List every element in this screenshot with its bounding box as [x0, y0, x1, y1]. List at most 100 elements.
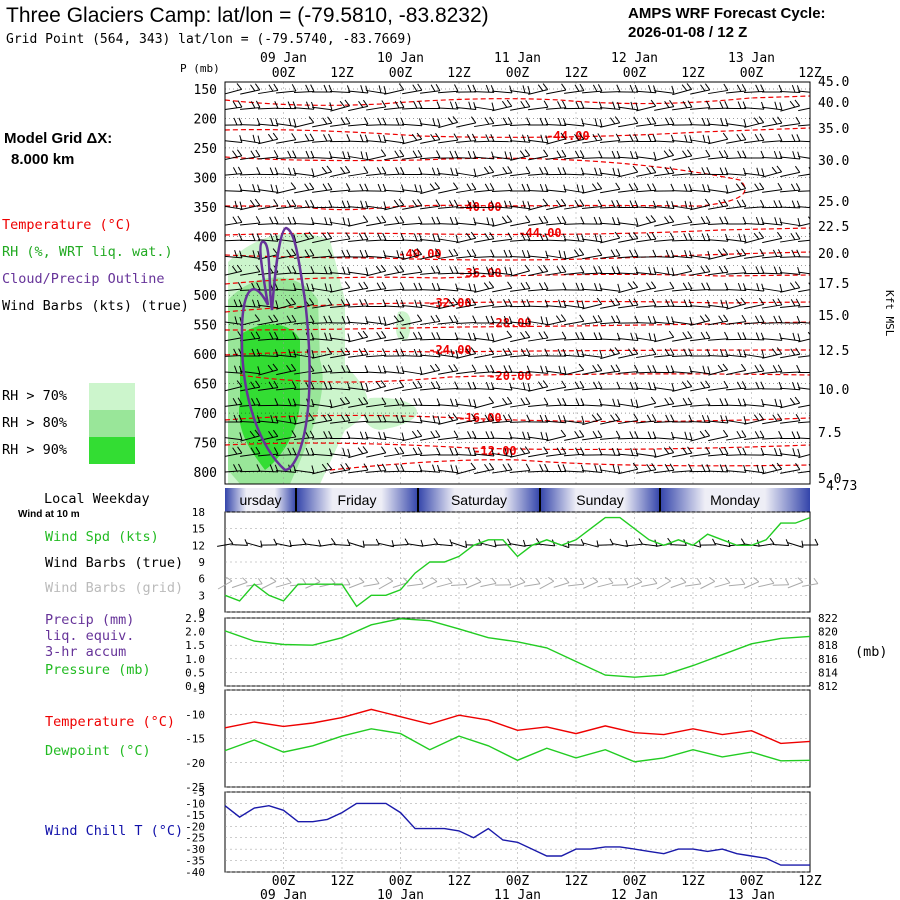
wind-barb-shaft [671, 239, 693, 242]
wind-barb-flag [526, 232, 531, 241]
wind-barb-flag [363, 463, 369, 471]
wind-barb [653, 316, 675, 325]
wind-barb [312, 84, 333, 93]
wind-barb-flag [347, 218, 351, 226]
surface-wind-barb-shaft [611, 542, 628, 548]
wind-barb [744, 297, 765, 310]
wind-barb-flag [632, 165, 639, 173]
wind-barb-flag [615, 182, 621, 190]
wind-barb-flag [304, 183, 310, 191]
wind-barb-shaft [384, 222, 404, 226]
wind-barb [402, 429, 423, 442]
weekday-label: Local Weekday [44, 491, 150, 507]
wind-barb-flag [771, 166, 778, 174]
wind-barb-shaft [672, 288, 692, 292]
wind-barb-flag [592, 431, 598, 439]
wind-barb-flag [490, 266, 495, 275]
wind-barb-shaft [546, 435, 566, 442]
wind-barb-shaft [761, 453, 783, 457]
wind-barb-flag [556, 199, 562, 207]
wind-barb-flag [561, 380, 567, 388]
wind-barb-flag [791, 249, 796, 258]
wind-barb-flag [629, 381, 634, 390]
wind-barb-flag [628, 232, 634, 240]
height-tick-label: 25.0 [818, 195, 849, 210]
wind-barb-flag [796, 382, 801, 390]
grid-wind-barb-shaft [305, 581, 321, 589]
wind-barb-flag [383, 201, 387, 210]
wind-barb-flag [362, 215, 369, 223]
wind-barb [636, 448, 657, 457]
wind-barb-shaft [401, 355, 423, 357]
wind-barb-flag [345, 463, 351, 470]
wind-barb [420, 415, 441, 424]
wind-barb [600, 167, 621, 177]
wind-barb-flag [287, 447, 292, 456]
wind-barb-flag [687, 100, 693, 108]
wind-barb-shaft [401, 239, 423, 242]
surface-wind-barb-shaft [509, 543, 526, 547]
pressure-tick-label: 600 [194, 348, 217, 363]
wind-barb-shaft [474, 171, 494, 178]
wind-barb-flag [455, 283, 459, 292]
wind-barb-flag [668, 446, 675, 453]
pressure-axis-title: P (mb) [180, 62, 220, 75]
wind-barb-flag [700, 84, 706, 92]
wind-barb-flag [305, 84, 310, 92]
wind-barb [600, 464, 621, 474]
wind-barb-shaft [419, 272, 441, 275]
wind-barb-shaft [636, 287, 656, 293]
wind-barb [635, 183, 657, 193]
wind-barb-shaft [599, 222, 621, 226]
surface-wind-barb-shaft [494, 544, 511, 546]
grid-wind-barb-flag [314, 577, 321, 583]
wind-barb-shaft [743, 206, 765, 209]
wind-barb [275, 332, 297, 341]
wind-barb-flag [741, 314, 747, 322]
wind-barb-flag [416, 248, 423, 255]
wind-barb-flag [520, 100, 526, 108]
wind-barb-flag [430, 430, 436, 438]
weekday-label: Monday [710, 492, 760, 508]
wind-barb-flag [430, 133, 436, 141]
grid-wind-barb [305, 577, 321, 589]
top-date-label: 09 Jan [260, 51, 307, 66]
wind-barb [707, 216, 729, 226]
wind-barb-flag [545, 250, 549, 259]
wind-barb-shaft [600, 370, 620, 375]
forecast-cycle-label: AMPS WRF Forecast Cycle: [628, 5, 826, 22]
wind-barb-flag [436, 101, 441, 109]
wind-barb-flag [652, 365, 657, 373]
wind-barb [761, 200, 783, 209]
wind-barb [726, 182, 747, 194]
wind-barb-flag [574, 381, 580, 389]
wind-barb-flag [538, 216, 544, 224]
wind-barb-shaft [798, 90, 810, 94]
wind-barb-flag [610, 249, 616, 257]
wind-barb-shaft [744, 370, 764, 375]
wind-barb-flag [328, 430, 333, 439]
wind-barb-shaft [672, 386, 692, 392]
wind-barb-flag [308, 413, 315, 421]
wind-barb-flag [669, 281, 675, 289]
wind-barb-flag [633, 182, 639, 191]
wind-barb-flag [599, 349, 603, 358]
wind-barb [762, 413, 783, 425]
wind-barb-flag [720, 118, 724, 126]
wind-barb-shaft [546, 189, 566, 193]
wind-barb-shaft [582, 122, 602, 128]
wind-barb [240, 216, 261, 226]
wind-barb-shaft [510, 403, 530, 408]
wind-barb-shaft [564, 271, 584, 276]
wind-barb-flag [815, 366, 818, 373]
wind-barb-flag [292, 216, 297, 225]
wind-barb-flag [254, 314, 261, 321]
wind-barb-shaft [743, 321, 765, 325]
wind-barb [258, 199, 279, 210]
wind-barb-shaft [582, 418, 602, 426]
wind-barb-shaft [636, 353, 656, 359]
wind-barb-flag [339, 100, 346, 108]
wind-barb-flag [419, 366, 423, 375]
wind-barb-flag [555, 315, 562, 323]
wind-barb-flag [527, 316, 531, 325]
